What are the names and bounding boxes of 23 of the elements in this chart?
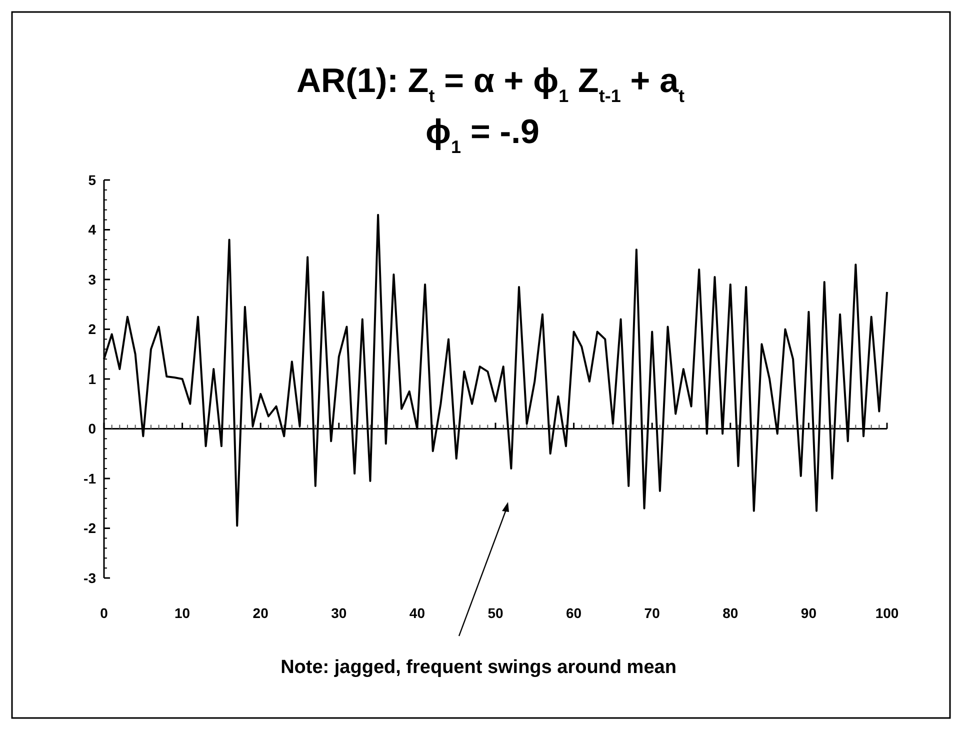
chart-subtitle: ϕ$_{1}$ = -.9 [426, 113, 540, 157]
x-tick-label: 50 [488, 605, 504, 621]
x-tick-label: 40 [409, 605, 426, 621]
y-tick-label: -1 [84, 470, 96, 486]
x-tick-label: 90 [800, 605, 817, 621]
y-tick-label: -2 [84, 520, 96, 536]
x-tick-label: 80 [722, 605, 738, 621]
y-tick-label: -3 [84, 570, 96, 586]
text: Note: jagged, frequent swings around mean [280, 657, 676, 678]
x-tick-label: 30 [331, 605, 347, 621]
y-tick-label: 0 [88, 420, 96, 437]
x-tick-label: 100 [875, 605, 899, 621]
x-tick-label: 0 [100, 605, 108, 621]
y-tick-label: 4 [88, 222, 96, 238]
y-tick-label: 2 [88, 321, 96, 338]
y-tick-label: 1 [88, 370, 96, 387]
x-tick-label: 20 [252, 605, 269, 621]
x-tick-label: 60 [566, 605, 582, 621]
y-tick-label: 5 [88, 172, 96, 188]
x-tick-label: 10 [174, 605, 190, 621]
y-tick-label: 3 [88, 271, 96, 288]
chart-title: AR(1): Z$_{t}$ = α + ϕ$_{1}$ Z$_{t-1}$ + a$_{t}$ [296, 62, 684, 106]
x-tick-label: 70 [644, 605, 660, 621]
